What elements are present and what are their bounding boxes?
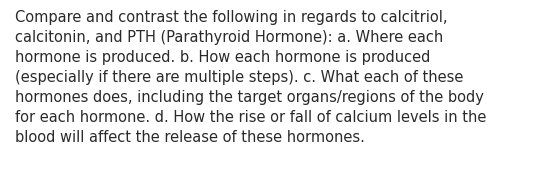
Text: Compare and contrast the following in regards to calcitriol,
calcitonin, and PTH: Compare and contrast the following in re…	[16, 10, 487, 145]
